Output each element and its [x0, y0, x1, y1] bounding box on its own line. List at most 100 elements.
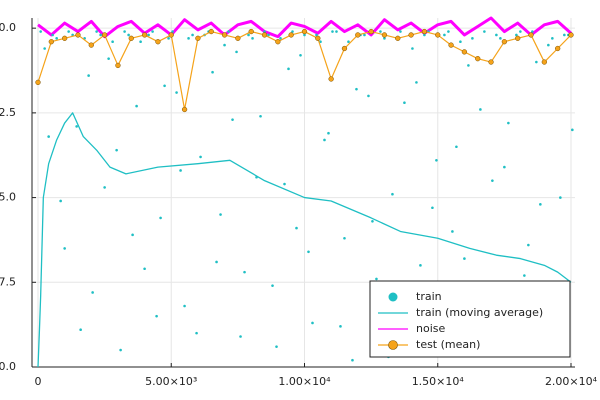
- y-tick-label: -2.5: [0, 106, 16, 119]
- legend-marker: [388, 340, 398, 350]
- test-marker: [448, 42, 454, 48]
- legend-label: train: [416, 290, 442, 303]
- train-point: [455, 145, 458, 149]
- train-point: [355, 87, 358, 91]
- train-point: [211, 70, 214, 74]
- train-point: [419, 264, 422, 267]
- test-marker: [48, 39, 54, 45]
- test-marker: [555, 45, 561, 52]
- train-point: [47, 135, 50, 138]
- train-point: [351, 358, 354, 362]
- y-tick-label: -10.0: [0, 360, 16, 373]
- train-point: [239, 335, 242, 338]
- test-marker: [301, 28, 308, 35]
- train-point: [411, 47, 414, 50]
- train-point: [447, 30, 450, 33]
- train-point: [443, 33, 446, 37]
- train-point: [339, 325, 342, 328]
- train-point: [99, 33, 102, 37]
- train-point: [191, 33, 194, 37]
- train-point: [499, 37, 502, 40]
- train-point: [403, 101, 406, 105]
- train-point: [527, 243, 530, 247]
- test-marker: [515, 35, 521, 41]
- test-marker: [115, 62, 121, 69]
- train-point: [131, 233, 134, 237]
- train-point: [415, 81, 418, 84]
- train-point: [343, 236, 346, 240]
- test-marker: [381, 32, 388, 38]
- train-point: [251, 37, 254, 40]
- test-marker: [181, 106, 188, 113]
- test-marker: [195, 35, 201, 41]
- train-point: [155, 314, 158, 318]
- train-point: [171, 30, 174, 33]
- train-point: [215, 260, 218, 264]
- train-point: [247, 33, 250, 37]
- test-marker: [88, 42, 94, 48]
- y-tick-label: -5.0: [0, 191, 16, 204]
- train-point: [495, 33, 498, 37]
- train-point: [291, 30, 294, 33]
- train-point: [67, 30, 70, 33]
- train-point: [243, 270, 246, 274]
- train-point: [39, 30, 42, 33]
- test-marker: [328, 76, 334, 82]
- test-marker: [488, 59, 494, 65]
- test-marker: [568, 32, 574, 38]
- test-marker: [155, 39, 161, 45]
- train-point: [347, 40, 350, 44]
- train-point: [515, 33, 518, 37]
- train-point: [79, 328, 82, 332]
- train-point: [199, 155, 202, 159]
- test-marker: [261, 32, 268, 38]
- train-point: [539, 203, 542, 206]
- train-point: [119, 348, 122, 352]
- test-marker: [35, 79, 41, 86]
- test-marker: [128, 35, 134, 41]
- train-point: [551, 37, 554, 40]
- train-point: [279, 37, 282, 40]
- test-marker: [461, 49, 468, 55]
- train-point: [315, 33, 318, 37]
- test-marker: [75, 32, 81, 38]
- legend-box: [369, 280, 571, 358]
- train-point: [159, 216, 162, 220]
- train-point: [287, 67, 290, 71]
- legend-marker: [388, 292, 398, 302]
- test-marker: [221, 32, 228, 38]
- train-point: [123, 30, 126, 33]
- train-point: [327, 131, 330, 135]
- test-marker: [101, 32, 108, 38]
- train-point: [275, 345, 278, 348]
- test-marker: [475, 56, 481, 62]
- test-marker: [541, 59, 548, 65]
- test-marker: [288, 32, 294, 38]
- x-tick-label: 2.00×10⁴: [545, 375, 598, 388]
- train-point: [59, 199, 62, 203]
- train-point: [431, 206, 434, 210]
- train-point: [523, 274, 526, 277]
- test-marker: [315, 35, 321, 41]
- test-marker: [408, 32, 414, 38]
- legend-label: train (moving average): [416, 306, 543, 319]
- test-marker: [355, 32, 361, 38]
- y-tick-label: 0.0: [0, 21, 16, 34]
- train-point: [151, 30, 154, 33]
- test-marker: [341, 45, 348, 52]
- train-point: [435, 159, 438, 162]
- legend: train train (moving average) noise test (me…: [369, 280, 571, 358]
- train-point: [535, 60, 538, 64]
- train-point: [139, 40, 142, 44]
- train-point: [391, 192, 394, 196]
- train-point: [371, 220, 374, 223]
- x-tick-label: 1.50×10⁴: [412, 375, 465, 388]
- train-point: [571, 128, 574, 132]
- train-point: [483, 30, 486, 33]
- test-marker: [248, 28, 254, 35]
- train-point: [183, 304, 186, 308]
- train-point: [379, 30, 382, 33]
- test-marker: [141, 32, 148, 38]
